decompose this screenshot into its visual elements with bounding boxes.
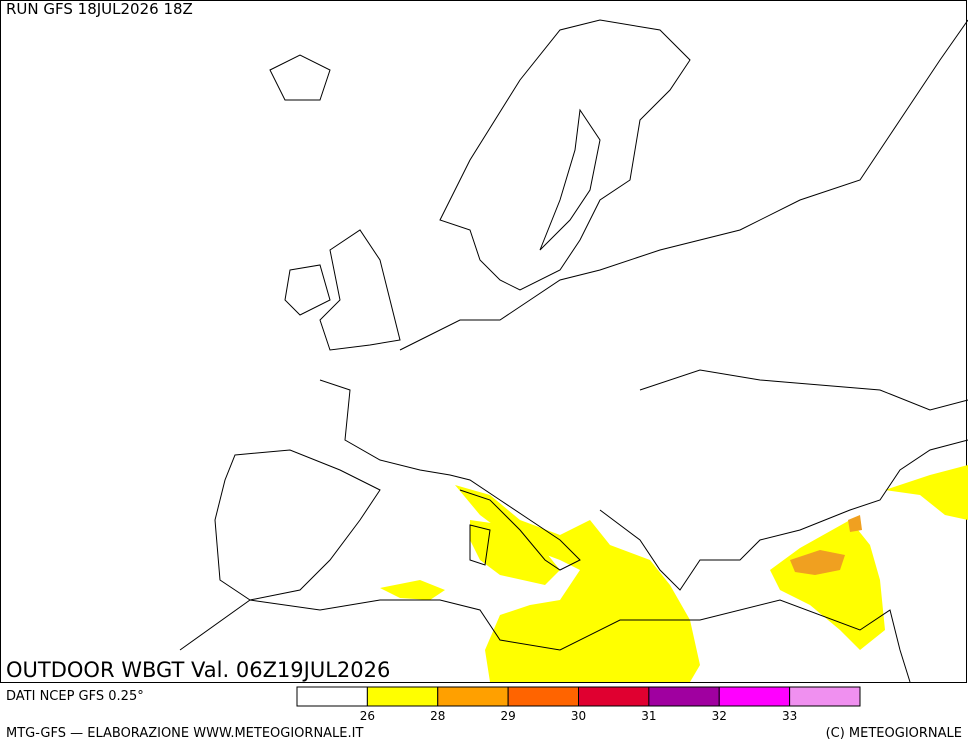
- color-swatch: [437, 686, 509, 707]
- coastline: [269, 54, 331, 101]
- coastline: [469, 524, 491, 566]
- coastline: [319, 229, 401, 351]
- color-swatch: [507, 686, 579, 707]
- coastline: [399, 19, 968, 351]
- wbgt-area: [885, 465, 968, 520]
- colorbar-label: 33: [782, 709, 797, 723]
- run-label: RUN GFS 18JUL2026 18Z: [6, 0, 193, 18]
- wbgt-area: [848, 515, 862, 532]
- colorbar-label: 31: [641, 709, 656, 723]
- color-swatch: [578, 686, 650, 707]
- color-swatch: [366, 686, 439, 707]
- wbgt-area: [770, 520, 885, 650]
- coastline: [539, 108, 601, 251]
- coastline: [599, 439, 968, 591]
- colorbar-label: 26: [360, 709, 375, 723]
- coastline: [439, 19, 691, 291]
- colorbar-label: 28: [430, 709, 445, 723]
- color-swatch: [789, 686, 861, 707]
- coastline: [214, 449, 381, 601]
- footer-left: MTG-GFS — ELABORAZIONE WWW.METEOGIORNALE…: [6, 726, 363, 741]
- colorbar: 26 28 29 30 31 32 33: [296, 686, 861, 723]
- colorbar-label: 32: [712, 709, 727, 723]
- coastline: [179, 599, 911, 683]
- color-swatch: [648, 686, 720, 707]
- map-title: OUTDOOR WBGT Val. 06Z19JUL2026: [6, 658, 390, 682]
- footer-right: (C) METEOGIORNALE: [826, 726, 962, 741]
- colorbar-label: 29: [500, 709, 515, 723]
- wbgt-area: [790, 550, 845, 575]
- wbgt-area: [380, 580, 445, 600]
- coastline: [284, 264, 331, 316]
- coastline: [639, 369, 968, 411]
- coastline: [319, 379, 581, 571]
- color-swatch: [718, 686, 791, 707]
- colorbar-label: 30: [571, 709, 586, 723]
- color-swatch: [296, 686, 368, 707]
- wbgt-area: [470, 520, 560, 585]
- map: [0, 0, 968, 683]
- source-label: DATI NCEP GFS 0.25°: [6, 689, 144, 704]
